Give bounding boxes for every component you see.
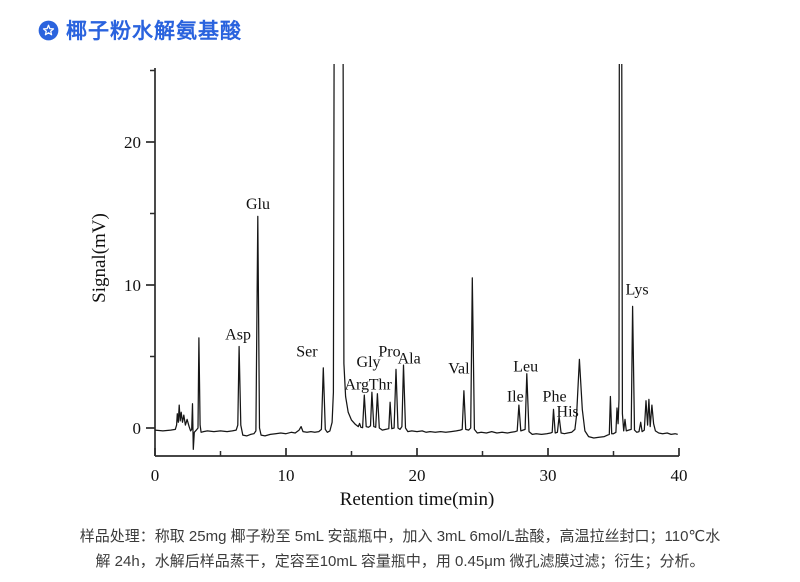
sample-prep-caption: 样品处理：称取 25mg 椰子粉至 5mL 安瓿瓶中，加入 3mL 6mol/L… bbox=[0, 524, 800, 574]
peak-label-his: His bbox=[557, 404, 579, 421]
x-tick-label: 0 bbox=[151, 466, 160, 485]
peak-label-glu: Glu bbox=[246, 196, 270, 213]
page-title: 椰子粉水解氨基酸 bbox=[66, 20, 242, 43]
peak-label-phe: Phe bbox=[543, 389, 567, 406]
peak-label-asp: Asp bbox=[225, 326, 251, 343]
y-tick-label: 0 bbox=[133, 419, 142, 438]
caption-line-2: 解 24h，水解后样品蒸干，定容至10mL 容量瓶中，用 0.45μm 微孔滤膜… bbox=[95, 553, 705, 570]
peak-label-ile: Ile bbox=[507, 389, 524, 406]
y-tick-label: 10 bbox=[124, 276, 141, 295]
peak-label-pro: Pro bbox=[378, 344, 400, 361]
x-axis-title: Retention time(min) bbox=[339, 489, 495, 510]
x-tick-label: 10 bbox=[278, 466, 295, 485]
chromatogram-trace bbox=[154, 64, 678, 451]
peak-label-leu: Leu bbox=[513, 359, 538, 376]
peak-label-gly: Gly bbox=[357, 354, 381, 371]
x-tick-label: 40 bbox=[671, 466, 688, 485]
x-tick-label: 30 bbox=[540, 466, 557, 485]
peak-label-ala: Ala bbox=[398, 351, 421, 368]
chromatogram-chart: 0 10 20 30 40 0 10 20 Asp Glu Ser Arg Gly Thr Pro Ala Va… bbox=[89, 64, 688, 510]
peak-label-ser: Ser bbox=[296, 344, 318, 361]
page-header: 椰子粉水解氨基酸 bbox=[38, 15, 242, 45]
badge-star-icon bbox=[38, 20, 59, 40]
y-axis-title: Signal(mV) bbox=[89, 213, 110, 303]
peak-label-val: Val bbox=[448, 361, 470, 378]
y-tick-label: 20 bbox=[124, 133, 141, 152]
peak-label-thr: Thr bbox=[369, 376, 393, 393]
peak-label-arg: Arg bbox=[344, 376, 369, 393]
caption-line-1: 样品处理：称取 25mg 椰子粉至 5mL 安瓿瓶中，加入 3mL 6mol/L… bbox=[79, 528, 721, 545]
peak-label-lys: Lys bbox=[626, 281, 649, 298]
x-tick-label: 20 bbox=[409, 466, 426, 485]
